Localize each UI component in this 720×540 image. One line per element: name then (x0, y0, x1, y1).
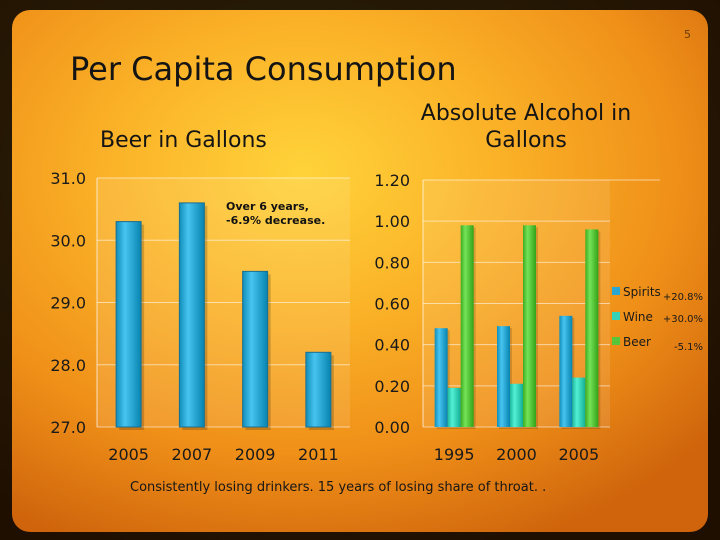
footer-caption: Consistently losing drinkers. 15 years o… (130, 480, 547, 495)
wine-change-label: +30.0% (663, 314, 703, 325)
alcohol-x-tick: 2000 (496, 445, 537, 464)
alcohol-y-tick: 1.00 (374, 212, 410, 231)
spirits-legend-swatch (612, 287, 620, 295)
wine-legend-label: Wine (623, 310, 653, 324)
beer-y-tick: 28.0 (50, 356, 86, 375)
spirits-change-label: +20.8% (663, 292, 703, 303)
beer-bar (305, 351, 332, 428)
beer-bar (178, 202, 205, 428)
alcohol-y-tick: 1.20 (374, 171, 410, 190)
beer-y-tick: 30.0 (50, 231, 86, 250)
alcohol-x-tick: 2005 (558, 445, 599, 464)
beer-bar (523, 225, 536, 427)
wine-bar (510, 383, 523, 427)
beer-y-tick: 27.0 (50, 418, 86, 437)
alcohol-y-tick: 0.20 (374, 377, 410, 396)
page-number: 5 (684, 28, 691, 41)
beer-bar (242, 270, 269, 428)
beer-legend-label: Beer (623, 335, 651, 349)
beer-bar (460, 225, 474, 427)
spirits-bar (434, 328, 448, 427)
beer-x-tick: 2011 (298, 445, 339, 464)
page-title: Per Capita Consumption (70, 50, 457, 88)
wine-legend-swatch (612, 312, 620, 320)
beer-y-tick: 31.0 (50, 169, 86, 188)
beer-legend-swatch (612, 337, 620, 345)
beer-bar (115, 221, 142, 428)
beer-chart-title: Beer in Gallons (100, 128, 267, 153)
alcohol-x-tick: 1995 (434, 445, 475, 464)
beer-x-tick: 2007 (172, 445, 213, 464)
spirits-bar (497, 326, 510, 427)
spirits-legend-label: Spirits (623, 285, 661, 299)
beer-x-tick: 2005 (108, 445, 149, 464)
spirits-bar (559, 315, 573, 427)
beer-y-tick: 29.0 (50, 294, 86, 313)
alcohol-y-tick: 0.80 (374, 253, 410, 272)
alcohol-y-tick: 0.00 (374, 418, 410, 437)
alcohol-y-tick: 0.60 (374, 295, 410, 314)
beer-x-tick: 2009 (235, 445, 276, 464)
wine-bar (447, 387, 461, 427)
wine-bar (572, 377, 586, 427)
beer-annotation: Over 6 years, -6.9% decrease. (226, 200, 326, 227)
beer-change-label: -5.1% (674, 342, 703, 353)
alcohol-y-tick: 0.40 (374, 336, 410, 355)
beer-bar (585, 229, 599, 427)
alcohol-chart-title: Absolute Alcohol in Gallons (420, 101, 632, 153)
